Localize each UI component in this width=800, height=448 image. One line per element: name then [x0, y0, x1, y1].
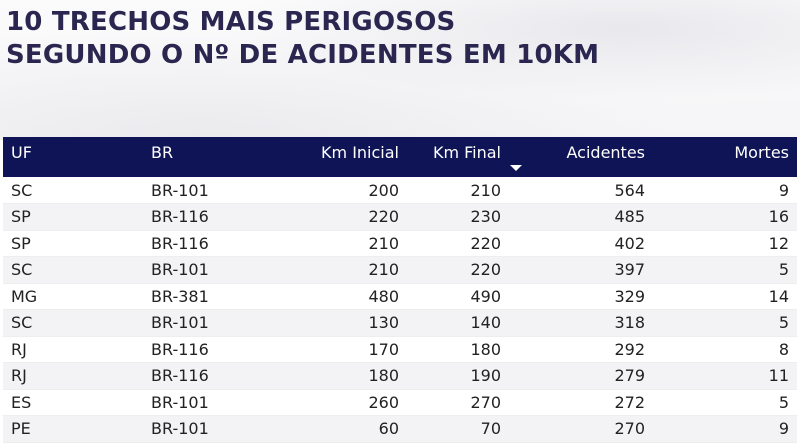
- cell-br: BR-116: [143, 336, 265, 363]
- column-header-br[interactable]: BR: [151, 143, 174, 162]
- cell-uf: SP: [3, 230, 143, 257]
- cell-km-final: 180: [407, 336, 509, 363]
- cell-acidentes: 318: [509, 309, 653, 337]
- cell-km-final: 70: [407, 415, 509, 443]
- cell-km-final: 270: [407, 389, 509, 416]
- table-header-row: UF BR Km Inicial Km Final Acidentes Mort…: [3, 137, 797, 177]
- cell-acidentes: 272: [509, 389, 653, 416]
- cell-km-inicial: 200: [265, 177, 407, 204]
- table-row[interactable]: SP BR-116 220 230 485 16: [3, 203, 797, 231]
- accidents-table: UF BR Km Inicial Km Final Acidentes Mort…: [3, 137, 797, 443]
- table-row[interactable]: SP BR-116 210 220 402 12: [3, 230, 797, 257]
- background-watermark: [0, 0, 800, 140]
- cell-km-inicial: 180: [265, 362, 407, 390]
- cell-km-inicial: 130: [265, 309, 407, 337]
- cell-mortes: 5: [653, 256, 797, 284]
- cell-br: BR-101: [143, 309, 265, 337]
- cell-acidentes: 279: [509, 362, 653, 390]
- cell-br: BR-101: [143, 256, 265, 284]
- cell-km-final: 490: [407, 283, 509, 310]
- column-header-uf[interactable]: UF: [11, 143, 32, 162]
- cell-br: BR-116: [143, 230, 265, 257]
- cell-acidentes: 329: [509, 283, 653, 310]
- cell-km-final: 190: [407, 362, 509, 390]
- cell-km-final: 230: [407, 203, 509, 231]
- table-row[interactable]: PE BR-101 60 70 270 9: [3, 415, 797, 443]
- table-row[interactable]: SC BR-101 130 140 318 5: [3, 309, 797, 337]
- cell-uf: SP: [3, 203, 143, 231]
- cell-km-final: 220: [407, 256, 509, 284]
- cell-mortes: 9: [653, 177, 797, 204]
- cell-acidentes: 397: [509, 256, 653, 284]
- accidents-table-container: UF BR Km Inicial Km Final Acidentes Mort…: [3, 137, 797, 443]
- cell-br: BR-116: [143, 203, 265, 231]
- cell-km-inicial: 60: [265, 415, 407, 443]
- cell-uf: SC: [3, 256, 143, 284]
- cell-mortes: 9: [653, 415, 797, 443]
- column-header-km-final[interactable]: Km Final: [432, 143, 501, 162]
- cell-uf: MG: [3, 283, 143, 310]
- cell-br: BR-101: [143, 177, 265, 204]
- cell-br: BR-101: [143, 389, 265, 416]
- cell-mortes: 14: [653, 283, 797, 310]
- title-line-1: 10 TRECHOS MAIS PERIGOSOS: [6, 7, 456, 37]
- sort-descending-icon[interactable]: [510, 165, 522, 171]
- cell-uf: RJ: [3, 336, 143, 363]
- table-row[interactable]: RJ BR-116 180 190 279 11: [3, 362, 797, 390]
- cell-br: BR-116: [143, 362, 265, 390]
- cell-km-inicial: 210: [265, 230, 407, 257]
- table-body: SC BR-101 200 210 564 9 SP BR-116 220 230 485 16 SP B…: [3, 177, 797, 443]
- table-row[interactable]: RJ BR-116 170 180 292 8: [3, 336, 797, 363]
- cell-acidentes: 402: [509, 230, 653, 257]
- cell-uf: SC: [3, 177, 143, 204]
- cell-km-final: 220: [407, 230, 509, 257]
- table-header: UF BR Km Inicial Km Final Acidentes Mort…: [3, 137, 797, 177]
- table-row[interactable]: ES BR-101 260 270 272 5: [3, 389, 797, 416]
- cell-km-inicial: 220: [265, 203, 407, 231]
- cell-mortes: 5: [653, 389, 797, 416]
- cell-mortes: 16: [653, 203, 797, 231]
- column-header-acidentes[interactable]: Acidentes: [566, 143, 646, 162]
- cell-km-inicial: 210: [265, 256, 407, 284]
- column-header-km-inicial[interactable]: Km Inicial: [321, 143, 399, 162]
- cell-uf: RJ: [3, 362, 143, 390]
- cell-km-inicial: 260: [265, 389, 407, 416]
- cell-mortes: 11: [653, 362, 797, 390]
- cell-km-inicial: 170: [265, 336, 407, 363]
- cell-acidentes: 564: [509, 177, 653, 204]
- table-row[interactable]: SC BR-101 210 220 397 5: [3, 256, 797, 284]
- cell-br: BR-381: [143, 283, 265, 310]
- cell-br: BR-101: [143, 415, 265, 443]
- cell-mortes: 8: [653, 336, 797, 363]
- cell-mortes: 5: [653, 309, 797, 337]
- column-header-mortes[interactable]: Mortes: [734, 143, 789, 162]
- cell-km-final: 140: [407, 309, 509, 337]
- cell-uf: PE: [3, 415, 143, 443]
- cell-acidentes: 485: [509, 203, 653, 231]
- cell-mortes: 12: [653, 230, 797, 257]
- cell-uf: ES: [3, 389, 143, 416]
- title-line-2: SEGUNDO O Nº DE ACIDENTES EM 10KM: [6, 40, 600, 70]
- cell-acidentes: 270: [509, 415, 653, 443]
- table-row[interactable]: SC BR-101 200 210 564 9: [3, 177, 797, 204]
- page-title: 10 TRECHOS MAIS PERIGOSOS SEGUNDO O Nº D…: [6, 6, 599, 72]
- table-row[interactable]: MG BR-381 480 490 329 14: [3, 283, 797, 310]
- cell-acidentes: 292: [509, 336, 653, 363]
- cell-km-final: 210: [407, 177, 509, 204]
- cell-km-inicial: 480: [265, 283, 407, 310]
- cell-uf: SC: [3, 309, 143, 337]
